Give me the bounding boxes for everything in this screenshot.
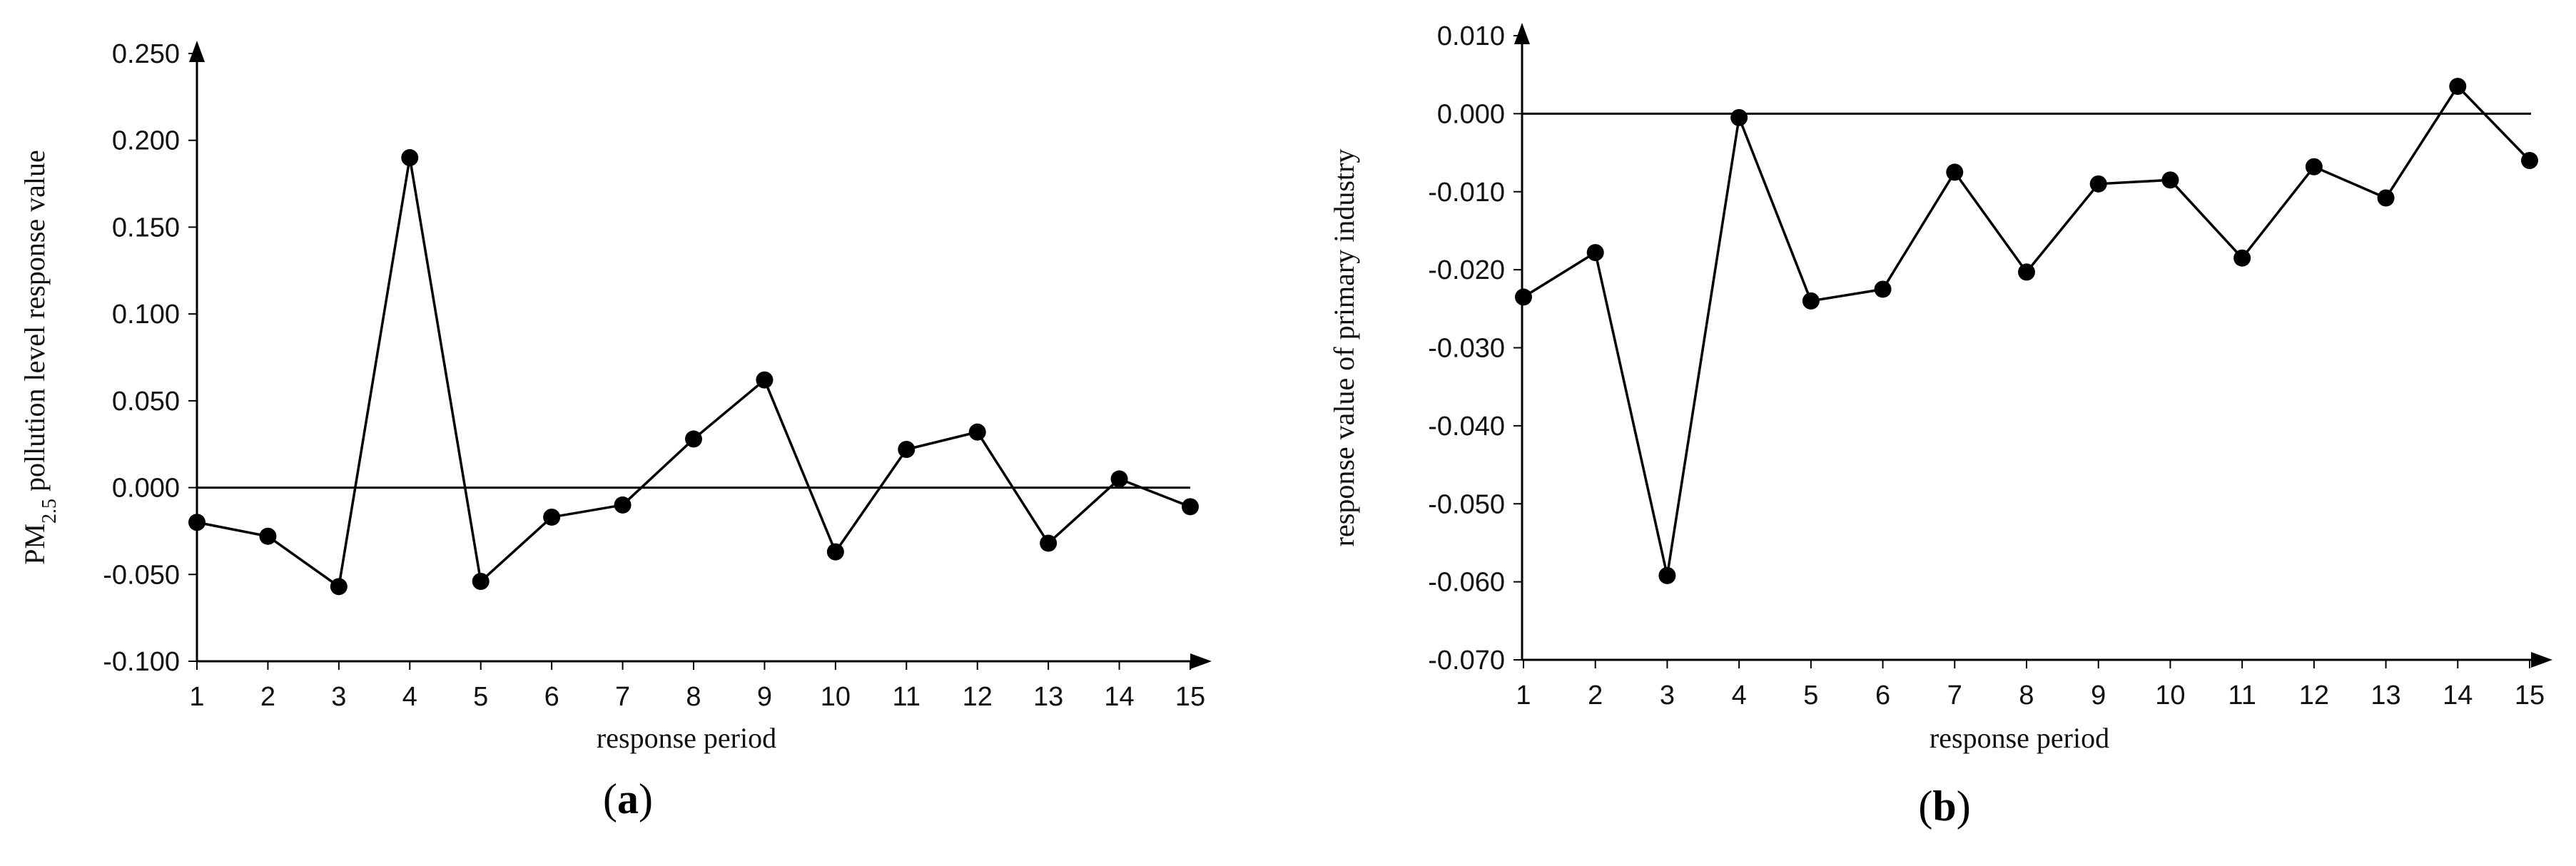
chart-b-x-tick-label: 11	[2228, 681, 2256, 710]
chart-b-data-point	[2449, 78, 2467, 96]
chart-a-svg: 0.250 0.200 0.150 0.100 0.050 0.000 -0.050 -0.1…	[19, 39, 1212, 822]
chart-b-y-tick-label: -0.060	[1428, 568, 1505, 598]
chart-a-x-tick-label: 12	[963, 682, 993, 712]
chart-a-data-point	[756, 371, 774, 389]
chart-b-data-point	[2233, 249, 2251, 267]
chart-a-x-tick-label: 4	[402, 682, 417, 712]
chart-a-data-point	[1040, 534, 1058, 552]
chart-a-x-tick-label: 9	[757, 682, 772, 712]
chart-b-data-point	[1802, 292, 1820, 310]
chart-b-x-tick-label: 15	[2515, 681, 2545, 710]
chart-a-data-point	[1110, 470, 1128, 488]
chart-b-x-tick-label: 2	[1588, 681, 1603, 710]
chart-b-data-point	[2161, 171, 2179, 189]
chart-a-x-tick-label: 13	[1033, 682, 1063, 712]
chart-a-x-tick-label: 14	[1104, 682, 1134, 712]
chart-a-data-point	[188, 514, 206, 531]
chart-a-y-tick-label: -0.100	[103, 647, 180, 677]
chart-a-x-tick-label: 8	[686, 682, 701, 712]
chart-a-y-tick-label: -0.050	[103, 560, 180, 590]
chart-a-data-point	[826, 543, 844, 561]
chart-b-x-axis-arrow	[2531, 652, 2552, 668]
chart-a-data-point	[472, 573, 490, 591]
chart-a-x-tick-label: 5	[473, 682, 488, 712]
chart-a-y-axis-arrow	[189, 41, 205, 62]
chart-b-series-line	[1523, 84, 2531, 576]
chart-b-x-axis-title: response period	[1930, 722, 2109, 754]
chart-panel-b: 0.010 0.000 -0.010 -0.020 -0.030 -0.040 -0.050…	[1288, 0, 2576, 866]
chart-a-x-tick-label: 15	[1175, 682, 1205, 712]
chart-b-y-tick-label: -0.070	[1428, 646, 1505, 676]
chart-b-y-tick-label: -0.040	[1428, 412, 1505, 442]
chart-b-y-axis-title: response value of primary industry	[1328, 149, 1360, 547]
chart-a-y-tick-label: 0.250	[112, 39, 180, 69]
chart-b-y-tick-label: 0.000	[1437, 99, 1505, 129]
chart-b-data-point	[1586, 244, 1604, 262]
chart-b-x-tick-label: 6	[1875, 681, 1890, 710]
chart-b-x-tick-label: 1	[1516, 681, 1531, 710]
chart-b-x-tick-label: 8	[2019, 681, 2034, 710]
chart-b-data-point	[2521, 152, 2538, 169]
chart-a-y-tick-label: 0.050	[112, 387, 180, 417]
chart-b-data-point	[1515, 288, 1532, 306]
chart-b-y-tick-label: -0.030	[1428, 334, 1505, 364]
chart-b-data-point	[2089, 175, 2107, 193]
chart-b-x-tick-label: 7	[1947, 681, 1962, 710]
chart-a-x-tick-label: 11	[893, 682, 921, 712]
chart-a-x-tick-label: 6	[544, 682, 559, 712]
chart-b-y-tick-label: -0.010	[1428, 178, 1505, 208]
chart-panel-a: 0.250 0.200 0.150 0.100 0.050 0.000 -0.050 -0.1…	[19, 39, 1212, 822]
chart-b-data-point	[1874, 280, 1892, 298]
chart-a-x-tick-label: 2	[260, 682, 275, 712]
chart-b-panel-label: (b)	[1918, 783, 1970, 830]
chart-b-x-tick-label: 9	[2091, 681, 2106, 710]
chart-b-svg: 0.010 0.000 -0.010 -0.020 -0.030 -0.040 -0.050…	[1328, 21, 2552, 830]
chart-a-x-axis-arrow	[1190, 653, 1212, 669]
chart-a-y-tick-label: 0.000	[112, 474, 180, 504]
chart-b-y-tick-label: -0.020	[1428, 255, 1505, 285]
chart-a-y-tick-label: 0.150	[112, 213, 180, 243]
chart-b-x-tick-label: 14	[2443, 681, 2473, 710]
chart-b-x-tick-label: 13	[2370, 681, 2400, 710]
chart-a-data-point	[543, 508, 561, 526]
chart-a-y-tick-label: 0.200	[112, 126, 180, 156]
chart-a-data-point	[614, 496, 632, 514]
chart-b-y-tick-label: -0.050	[1428, 489, 1505, 519]
chart-b-x-tick-label: 12	[2299, 681, 2329, 710]
chart-a-x-axis-title: response period	[597, 722, 776, 754]
chart-b-data-point	[2305, 158, 2323, 175]
chart-b-data-point	[2018, 263, 2035, 281]
chart-b-y-axis-arrow	[1514, 23, 1530, 44]
chart-a-x-tick-label: 7	[615, 682, 630, 712]
chart-a-data-point	[685, 430, 702, 448]
chart-b-data-point	[2377, 189, 2395, 207]
chart-a-data-point	[898, 441, 916, 459]
chart-a-x-tick-label: 3	[331, 682, 346, 712]
chart-a-data-point	[1182, 498, 1199, 516]
chart-b-x-tick-label: 10	[2155, 681, 2185, 710]
chart-b-data-point	[1658, 566, 1676, 584]
chart-a-x-tick-label: 10	[821, 682, 851, 712]
chart-a-panel-label: (a)	[603, 775, 653, 822]
chart-a-series-line	[196, 157, 1191, 589]
chart-b-y-tick-label: 0.010	[1437, 21, 1505, 51]
chart-a-y-axis-title: PM2.5 pollution level response value	[19, 150, 61, 565]
chart-a-data-point	[259, 527, 277, 545]
chart-a-data-point	[330, 578, 348, 596]
chart-b-x-tick-label: 3	[1660, 681, 1675, 710]
chart-a-y-tick-label: 0.100	[112, 300, 180, 330]
chart-b-data-point	[1946, 163, 1964, 181]
chart-a-x-tick-label: 1	[189, 682, 204, 712]
chart-a-data-point	[401, 149, 419, 167]
chart-b-x-tick-label: 4	[1732, 681, 1747, 710]
chart-b-x-tick-label: 5	[1803, 681, 1818, 710]
chart-a-data-point	[968, 423, 986, 441]
chart-b-data-point	[1730, 108, 1748, 126]
